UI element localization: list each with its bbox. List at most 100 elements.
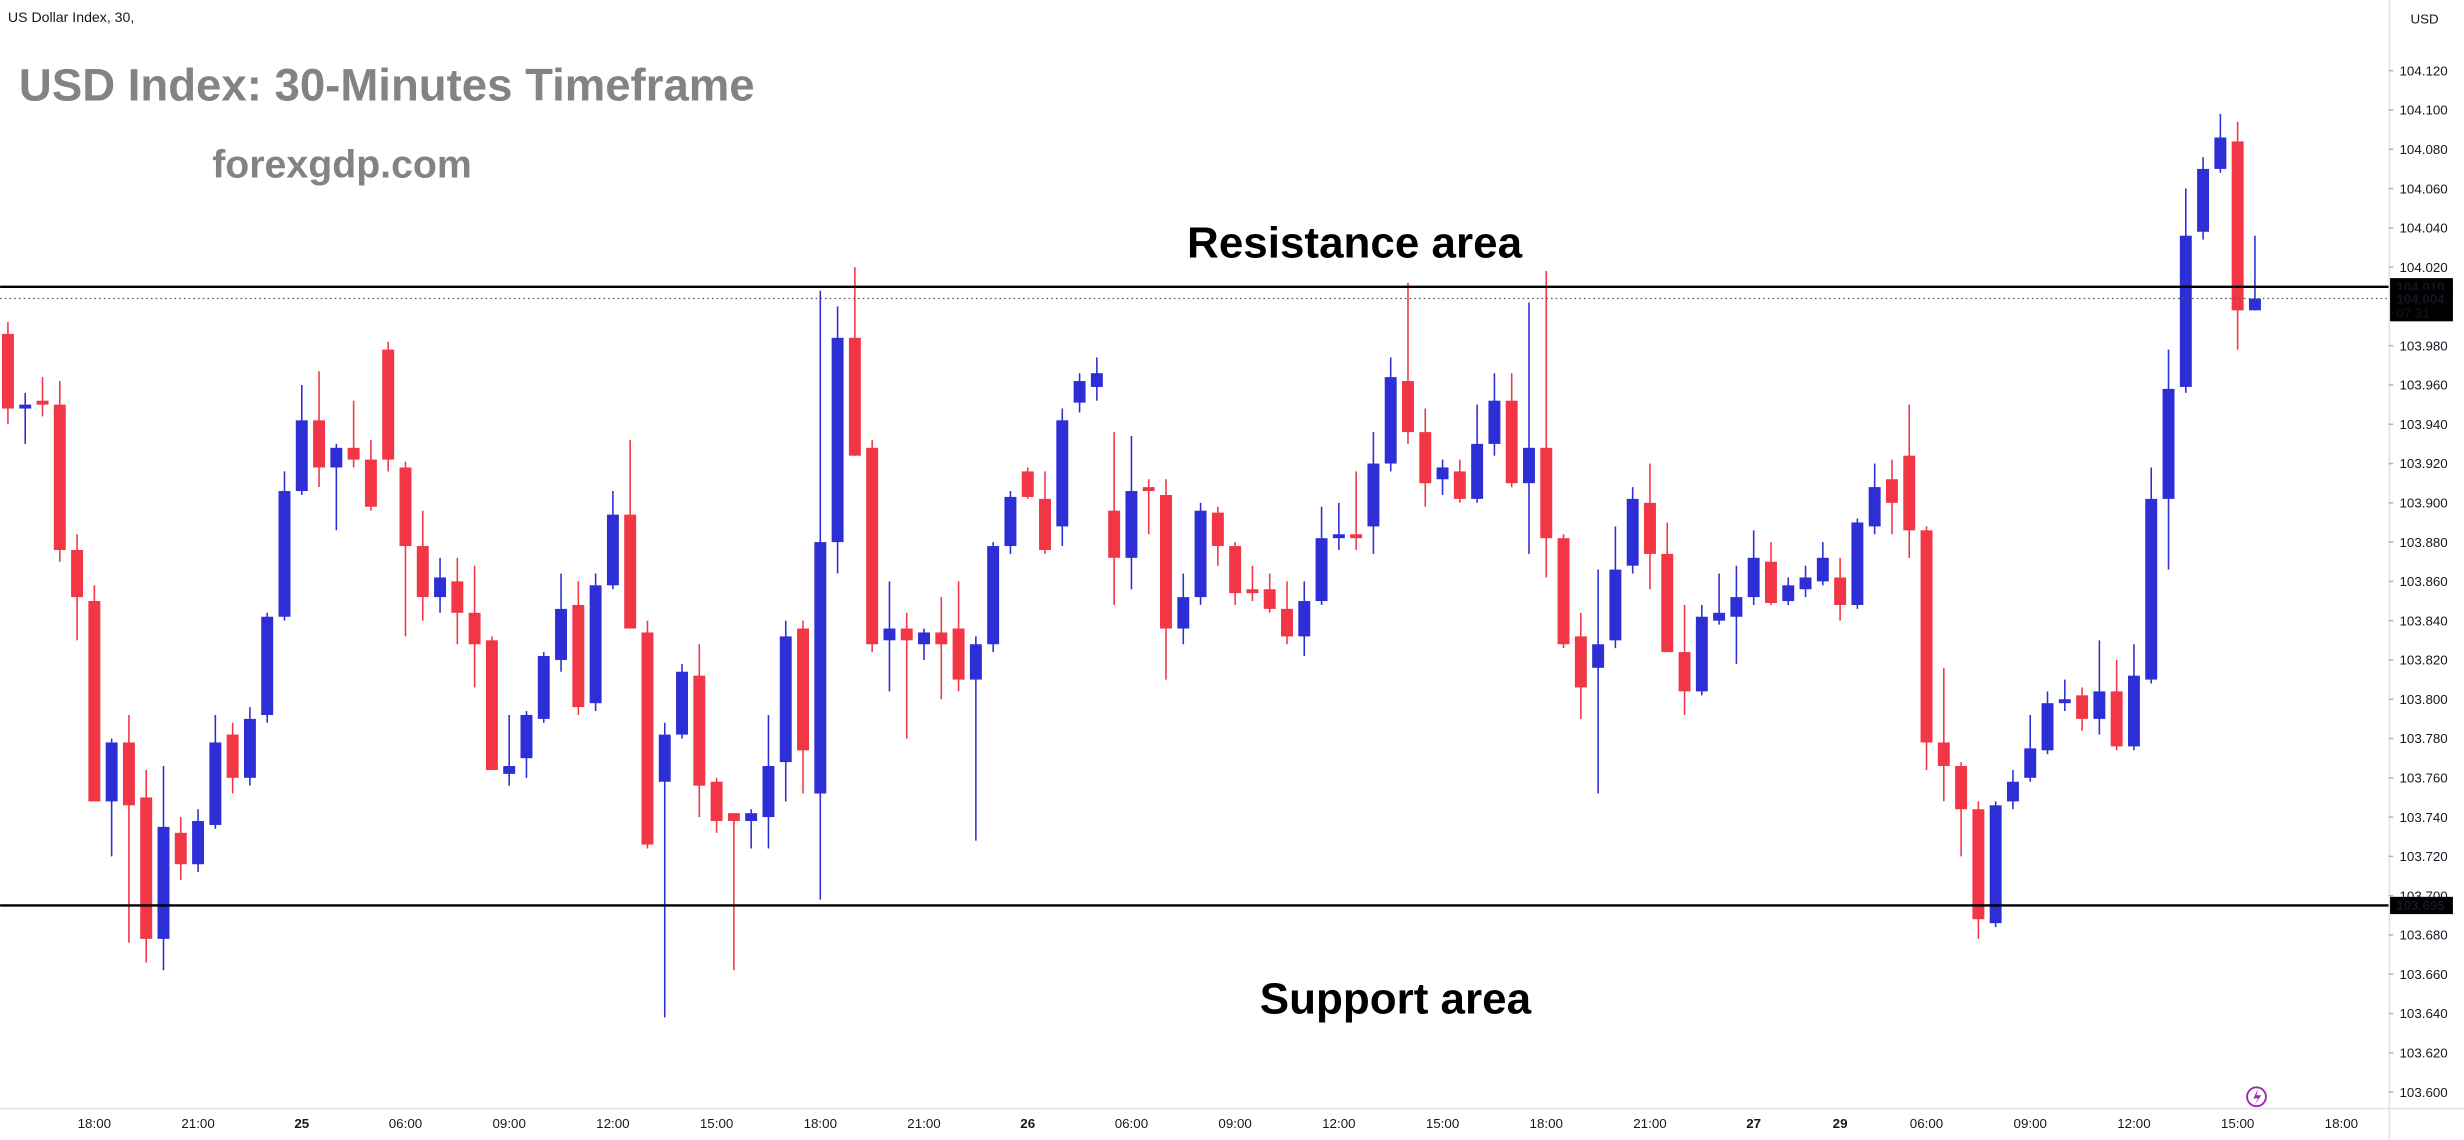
- candle-body: [727, 813, 740, 822]
- candle-body: [399, 467, 412, 547]
- candle-body: [1194, 510, 1207, 598]
- candle-body: [1281, 608, 1293, 637]
- y-tick-label: 104.040: [2399, 221, 2447, 236]
- candle-body: [1332, 534, 1345, 539]
- candle-body: [2162, 388, 2175, 499]
- x-tick-label: 15:00: [2221, 1116, 2254, 1131]
- candle-body: [987, 546, 1000, 645]
- candle-body: [658, 734, 671, 782]
- candle-body: [1834, 577, 1847, 605]
- x-tick-label: 06:00: [1910, 1116, 1943, 1131]
- candle-body: [883, 628, 896, 641]
- candle-body: [2093, 691, 2106, 719]
- candle-body: [1851, 522, 1864, 605]
- last-price-box: [2390, 289, 2453, 322]
- candle-body: [2041, 703, 2054, 751]
- candles: [1, 113, 2261, 1018]
- candle-body: [1920, 530, 1933, 743]
- x-tick-label: 06:00: [1115, 1116, 1148, 1131]
- candle-body: [831, 337, 844, 543]
- candle-body: [1609, 569, 1622, 641]
- candle-body: [157, 826, 170, 939]
- candle-body: [1557, 538, 1570, 645]
- candle-body: [1471, 443, 1484, 499]
- x-tick-label: 15:00: [700, 1116, 733, 1131]
- x-tick-label: 27: [1746, 1116, 1761, 1131]
- y-tick-label: 104.120: [2399, 63, 2447, 78]
- x-tick-label: 09:00: [492, 1116, 525, 1131]
- candle-body: [1488, 400, 1501, 444]
- candle-body: [192, 821, 205, 865]
- level-label-box: [2390, 896, 2453, 915]
- candle-body: [278, 491, 291, 617]
- candle-body: [1695, 616, 1708, 692]
- candle-body: [1298, 601, 1311, 637]
- candle-body: [797, 628, 809, 751]
- y-tick-label: 103.860: [2399, 574, 2447, 589]
- candle-body: [209, 742, 222, 825]
- candle-body: [1799, 577, 1812, 590]
- candle-body: [174, 832, 187, 865]
- candle-body: [1246, 589, 1259, 594]
- candle-body: [1574, 636, 1587, 688]
- y-tick-label: 103.780: [2399, 731, 2447, 746]
- candle-body: [537, 656, 550, 719]
- candle-body: [1021, 471, 1034, 497]
- candle-body: [416, 546, 429, 598]
- candle-body: [1367, 463, 1380, 527]
- candle-body: [2076, 695, 2089, 719]
- x-tick-label: 12:00: [1322, 1116, 1355, 1131]
- y-tick-label: 104.100: [2399, 103, 2447, 118]
- candle-body: [1955, 766, 1968, 810]
- candle-body: [952, 628, 965, 680]
- x-tick-label: 18:00: [1530, 1116, 1563, 1131]
- x-tick-label: 25: [294, 1116, 309, 1131]
- candle-body: [900, 628, 913, 641]
- candle-body: [1419, 432, 1432, 484]
- candle-body: [313, 420, 326, 468]
- candle-body: [1523, 447, 1535, 484]
- candle-body: [1160, 494, 1172, 629]
- candle-body: [848, 337, 861, 456]
- candle-body: [122, 742, 135, 806]
- x-tick-label: 18:00: [804, 1116, 837, 1131]
- candle-body: [520, 714, 533, 759]
- chart-title: USD Index: 30-Minutes Timeframe: [19, 60, 755, 111]
- candle-body: [1453, 471, 1466, 499]
- candle-body: [105, 742, 118, 802]
- candle-body: [1056, 420, 1069, 527]
- currency-label: USD: [2410, 12, 2438, 27]
- candle-body: [2179, 235, 2192, 387]
- x-tick-label: 15:00: [1426, 1116, 1459, 1131]
- candle-body: [330, 447, 343, 468]
- candle-body: [1384, 377, 1397, 464]
- candle-body: [1039, 498, 1051, 550]
- candle-body: [1885, 479, 1898, 503]
- candle-body: [1436, 467, 1449, 480]
- candle-body: [762, 766, 775, 818]
- candle-body: [1937, 742, 1950, 767]
- x-tick-label: 21:00: [907, 1116, 940, 1131]
- candle-body: [624, 514, 637, 629]
- y-tick-label: 103.800: [2399, 692, 2447, 707]
- y-tick-label: 103.600: [2399, 1085, 2447, 1100]
- candle-body: [382, 349, 395, 460]
- resistance-annotation: Resistance area: [1187, 219, 1523, 268]
- candle-body: [1505, 400, 1518, 484]
- candle-body: [364, 459, 377, 507]
- chart-subtitle: forexgdp.com: [212, 143, 472, 187]
- candle-body: [1263, 589, 1276, 609]
- alert-icon[interactable]: [2246, 1086, 2267, 1108]
- y-tick-label: 103.940: [2399, 417, 2447, 432]
- y-tick-label: 103.920: [2399, 456, 2447, 471]
- candle-body: [969, 644, 982, 680]
- x-tick-label: 09:00: [1218, 1116, 1251, 1131]
- candle-body: [1713, 612, 1726, 621]
- candle-body: [2006, 781, 2019, 802]
- candle-body: [1229, 546, 1242, 594]
- y-tick-label: 103.720: [2399, 849, 2447, 864]
- candle-body: [1540, 447, 1553, 539]
- candle-body: [2248, 298, 2261, 311]
